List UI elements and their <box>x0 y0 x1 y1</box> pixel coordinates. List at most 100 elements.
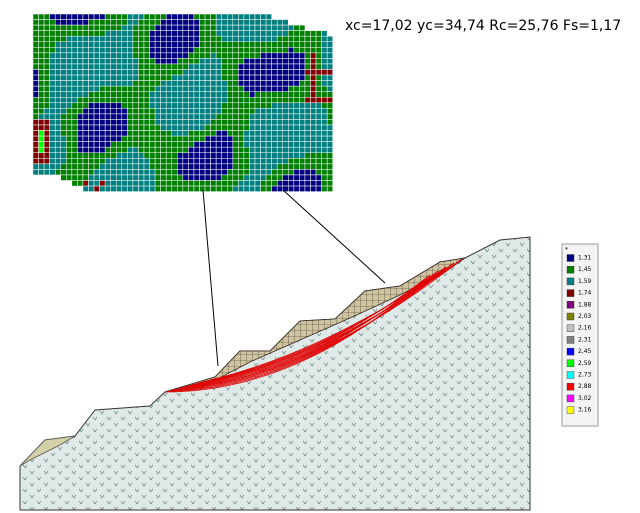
heat-cell <box>204 124 211 131</box>
heat-cell <box>104 141 111 148</box>
heat-cell <box>193 185 200 192</box>
heat-cell <box>110 102 117 109</box>
heat-cell <box>249 169 256 176</box>
heatmap <box>32 13 333 192</box>
heat-cell <box>93 97 100 104</box>
heat-cell <box>204 119 211 126</box>
heat-cell <box>71 58 78 65</box>
heat-cell <box>288 52 295 59</box>
heat-cell <box>43 69 50 76</box>
heat-cell <box>232 13 239 20</box>
heat-cell <box>326 102 333 109</box>
heat-cell <box>49 124 56 131</box>
heat-cell <box>121 130 128 137</box>
heat-cell <box>116 97 123 104</box>
heat-cell <box>182 24 189 31</box>
heat-cell <box>238 74 245 81</box>
heat-cell <box>71 135 78 142</box>
heat-cell <box>88 185 95 192</box>
heat-cell <box>193 13 200 20</box>
heat-cell <box>182 47 189 54</box>
heat-cell <box>66 24 73 31</box>
heat-cell <box>221 58 228 65</box>
heat-cell <box>127 174 134 181</box>
heat-cell <box>254 30 261 37</box>
heat-cell <box>149 69 156 76</box>
heat-cell <box>121 41 128 48</box>
heat-cell <box>271 35 278 43</box>
heat-cell <box>265 135 272 142</box>
heat-cell <box>304 185 311 192</box>
heat-cell <box>171 74 178 81</box>
heat-cell <box>104 185 111 192</box>
heat-cell <box>132 85 139 92</box>
heat-cell <box>38 119 45 126</box>
heat-cell <box>210 85 217 92</box>
heat-cell <box>310 74 317 81</box>
heat-cell <box>60 69 67 76</box>
heat-cell <box>326 74 333 81</box>
heat-cell <box>143 141 150 148</box>
heat-cell <box>160 97 167 104</box>
heat-cell <box>127 30 134 37</box>
heat-cell <box>49 69 56 76</box>
heat-cell <box>171 119 178 126</box>
heat-cell <box>110 141 117 148</box>
heat-cell <box>54 158 62 165</box>
heat-cell <box>104 180 111 187</box>
heat-cell <box>315 146 322 153</box>
heat-cell <box>104 174 111 181</box>
heat-cell <box>149 124 156 131</box>
heat-cell <box>254 52 261 59</box>
heat-cell <box>199 141 206 148</box>
heat-cell <box>77 35 84 43</box>
heat-cell <box>249 152 256 159</box>
heat-cell <box>204 69 211 76</box>
heat-cell <box>304 85 311 92</box>
heat-cell <box>282 180 289 187</box>
heat-cell <box>99 152 106 159</box>
heat-cell <box>232 102 239 109</box>
heat-cell <box>204 41 211 48</box>
heat-cell <box>121 30 128 37</box>
heat-cell <box>326 119 333 126</box>
heat-cell <box>132 108 139 115</box>
heat-cell <box>116 80 123 87</box>
heat-cell <box>160 113 167 120</box>
heat-cell <box>121 85 128 92</box>
heat-cell <box>160 69 167 76</box>
heat-cell <box>265 47 272 54</box>
heat-cell <box>321 163 328 170</box>
heat-cell <box>127 58 134 65</box>
heat-cell <box>177 97 184 104</box>
heat-cell <box>210 30 217 37</box>
heat-cell <box>49 158 56 165</box>
heat-cell <box>293 102 300 109</box>
heat-cell <box>271 152 278 159</box>
heat-cell <box>299 69 306 76</box>
heat-cell <box>188 146 195 153</box>
heat-cell <box>210 58 217 65</box>
heat-cell <box>43 135 50 142</box>
heat-cell <box>204 158 211 165</box>
heat-cell <box>182 124 189 131</box>
heat-cell <box>204 63 211 70</box>
heat-cell <box>121 135 128 142</box>
heat-cell <box>260 124 267 131</box>
heat-cell <box>326 152 333 159</box>
heat-cell <box>215 47 222 54</box>
heat-cell <box>66 113 73 120</box>
heat-cell <box>154 108 161 115</box>
heat-cell <box>132 135 139 142</box>
heat-cell <box>293 52 300 59</box>
heat-cell <box>321 113 328 120</box>
heat-cell <box>110 85 117 92</box>
heat-cell <box>265 119 272 126</box>
heat-cell <box>43 119 50 126</box>
heat-cell <box>282 97 289 104</box>
heat-cell <box>238 19 245 26</box>
heat-cell <box>204 91 211 98</box>
slip-arc <box>170 266 447 391</box>
heat-cell <box>143 52 150 59</box>
heat-cell <box>121 19 128 26</box>
